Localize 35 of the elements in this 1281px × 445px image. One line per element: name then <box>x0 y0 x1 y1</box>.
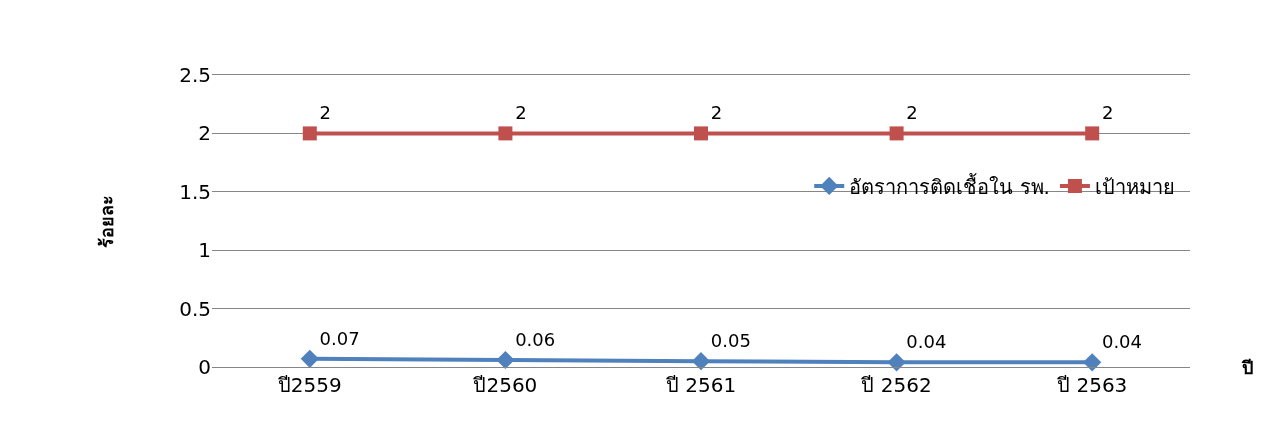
y-tick-label: 0.5 <box>179 296 211 321</box>
data-label: 0.06 <box>515 328 556 350</box>
data-label: 0.04 <box>906 331 947 353</box>
point <box>496 350 515 370</box>
data-label: 2 <box>319 102 331 124</box>
point <box>887 353 906 372</box>
data-label: 0.05 <box>710 329 751 351</box>
point <box>1085 126 1100 141</box>
y-tick-label: 2.5 <box>179 63 211 87</box>
point <box>889 126 904 141</box>
point <box>1083 353 1102 372</box>
point <box>302 126 317 141</box>
data-label: 0.04 <box>1101 331 1143 353</box>
point <box>694 126 708 141</box>
data-label: 2 <box>710 102 723 124</box>
y-tick-label: 1 <box>198 238 211 263</box>
legend-label: อัตราการติดเชื้อใน รพ. <box>849 172 1050 199</box>
x-tick-label: ปี2559 <box>277 373 342 397</box>
point <box>498 126 513 141</box>
data-label: 0.07 <box>319 327 360 349</box>
x-tick-label: ปี 2561 <box>665 373 737 397</box>
y-tick-label: 2 <box>198 121 211 146</box>
legend-label: เป้าหมาย <box>1094 174 1175 199</box>
y-tick-label: 0 <box>198 355 211 379</box>
y-tick-label: 1.5 <box>179 179 211 204</box>
x-axis-title: ปี <box>1241 357 1253 378</box>
x-tick-label: ปี 2562 <box>861 373 932 397</box>
y-axis-title: ร้อยละ <box>96 194 118 248</box>
point <box>691 352 711 371</box>
data-label: 2 <box>906 102 918 124</box>
data-label: 2 <box>1101 102 1114 124</box>
x-tick-label: ปี2560 <box>473 373 538 397</box>
point <box>300 349 319 368</box>
data-label: 2 <box>515 102 527 124</box>
x-tick-label: ปี 2563 <box>1057 373 1128 397</box>
